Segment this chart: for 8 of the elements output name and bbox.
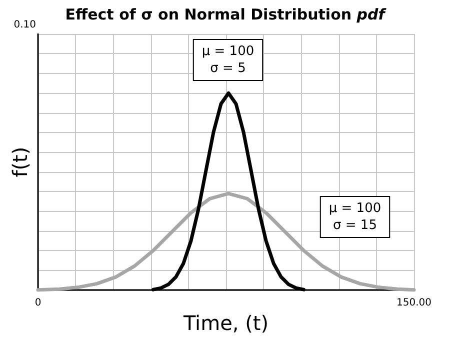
chart-title: Effect of σ on Normal Distribution pdf [65,6,388,24]
x-tick-label: 150.00 [396,298,432,309]
y-axis-title: f(t) [8,146,32,178]
text: μ = 100 σ = 5 [202,44,254,76]
text: 0.10 [14,20,36,30]
annotation: μ = 100 σ = 15 [328,201,382,233]
x-tick-label: 0 [34,298,42,309]
x-axis-title: Time, (t) [182,311,269,335]
